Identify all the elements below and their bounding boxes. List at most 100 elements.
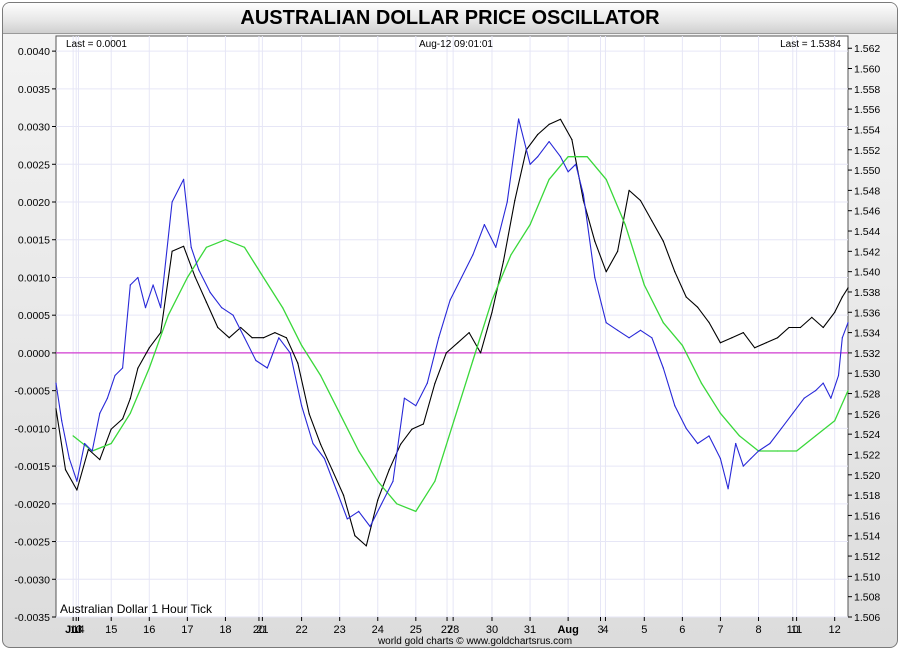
right-tick-label: 1.560: [854, 64, 880, 76]
signal-point: [224, 239, 226, 241]
price-point: [834, 311, 836, 313]
caption-label: Australian Dollar 1 Hour Tick: [60, 602, 213, 616]
price-point: [422, 423, 424, 425]
left-tick-label: 0.0040: [18, 46, 50, 58]
left-tick-label: -0.0010: [14, 423, 50, 435]
x-tick-label: 18: [219, 624, 231, 636]
signal-point: [472, 359, 474, 362]
oscillator-point: [582, 193, 585, 196]
price-point: [129, 398, 131, 400]
oscillator-point: [559, 156, 562, 158]
left-tick-label: 0.0010: [18, 272, 50, 284]
x-tick-label: Aug: [557, 624, 578, 636]
oscillator-point: [460, 276, 463, 279]
signal-point: [205, 246, 207, 248]
oscillator-point: [567, 171, 569, 173]
oscillator-point: [137, 276, 139, 279]
price-point: [685, 296, 687, 298]
x-tick-label: 12: [829, 624, 841, 636]
right-tick-label: 1.522: [854, 449, 880, 461]
oscillator-point: [537, 156, 539, 158]
price-point: [841, 296, 843, 298]
oscillator-point: [198, 269, 200, 271]
price-point: [639, 199, 642, 202]
x-tick-label: 15: [105, 624, 117, 636]
price-point: [514, 199, 516, 202]
right-axis: 1.562 1.560 1.558 1.556 1.554 1.552 1.550 1.548…: [848, 43, 880, 624]
signal-point: [186, 276, 188, 279]
oscillator-point: [99, 412, 101, 414]
x-tick-label: 27: [441, 624, 453, 636]
oscillator-point: [403, 397, 405, 399]
signal-point: [624, 224, 626, 226]
x-tick-label: 14: [72, 624, 84, 636]
signal-point: [129, 412, 131, 414]
price-point: [445, 352, 447, 354]
right-tick-label: 1.526: [854, 409, 880, 421]
x-tick-label: 16: [143, 624, 155, 636]
signal-point: [453, 420, 455, 422]
right-tick-label: 1.538: [854, 287, 880, 299]
signal-point: [358, 450, 360, 452]
price-point: [468, 332, 470, 334]
oscillator-point: [190, 246, 192, 248]
left-tick-label: -0.0020: [14, 499, 50, 511]
price-point: [697, 306, 699, 308]
right-tick-label: 1.554: [854, 124, 880, 136]
x-tick-label: 17: [181, 624, 193, 636]
left-tick-label: -0.0030: [14, 574, 50, 586]
oscillator-point: [114, 374, 116, 377]
oscillator-point: [278, 337, 280, 339]
price-point: [719, 342, 722, 344]
oscillator-point: [426, 382, 428, 384]
oscillator-point: [639, 329, 642, 331]
oscillator-point: [651, 337, 653, 339]
oscillator-point: [628, 337, 630, 339]
price-point: [251, 337, 253, 339]
price-point: [228, 337, 230, 339]
price-point: [308, 413, 310, 415]
right-tick-label: 1.510: [854, 571, 880, 583]
oscillator-point: [750, 457, 752, 460]
price-point: [194, 276, 196, 278]
signal-point: [681, 344, 684, 346]
oscillator-point: [171, 201, 173, 203]
price-point: [377, 499, 379, 501]
oscillator-point: [312, 442, 314, 445]
right-tick-label: 1.518: [854, 490, 880, 502]
oscillator-point: [815, 390, 817, 392]
oscillator-point: [841, 337, 843, 339]
price-point: [285, 337, 287, 339]
x-tick-label: 20: [253, 624, 265, 636]
oscillator-point: [506, 201, 508, 203]
oscillator-point: [358, 510, 360, 512]
left-axis: 0.0040 0.0035 0.0030 0.0025 0.0020 0.0015 0.00…: [14, 46, 56, 624]
oscillator-point: [392, 480, 394, 482]
price-point: [160, 332, 162, 334]
left-tick-label: 0.0035: [18, 84, 50, 96]
x-tick-label: 28: [447, 624, 459, 636]
oscillator-point: [381, 503, 383, 505]
oscillator-point: [822, 382, 824, 384]
price-point: [183, 245, 185, 247]
left-tick-label: -0.0005: [14, 386, 50, 398]
left-tick-label: 0.0030: [18, 122, 50, 134]
oscillator-point: [68, 457, 70, 460]
price-point: [87, 448, 89, 450]
oscillator-point: [685, 427, 687, 429]
oscillator-point: [55, 382, 57, 384]
oscillator-point: [662, 367, 664, 369]
price-point: [110, 428, 112, 430]
x-tick-label: 5: [641, 624, 647, 636]
price-point: [217, 326, 219, 329]
price-point: [342, 494, 345, 496]
chart-svg: 0.0040 0.0035 0.0030 0.0025 0.0020 0.0015 0.00…: [14, 35, 880, 647]
right-tick-label: 1.516: [854, 510, 880, 522]
x-tick-label: 13: [70, 624, 82, 636]
right-tick-label: 1.520: [854, 470, 880, 482]
right-tick-label: 1.542: [854, 246, 880, 258]
oscillator-point: [518, 118, 520, 120]
signal-point: [110, 442, 112, 445]
oscillator-point: [243, 337, 246, 339]
